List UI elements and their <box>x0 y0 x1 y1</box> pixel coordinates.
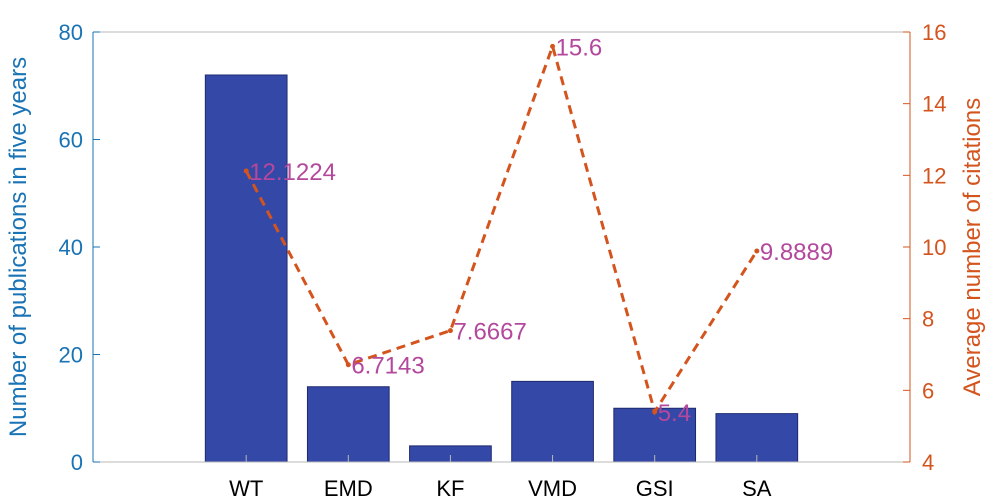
line-series: 12.1224 6.7143 7.6667 15.6 5.4 9.8889 <box>243 34 833 427</box>
bar-WT <box>204 74 288 463</box>
axis-labels: Number of publications in five years Ave… <box>5 57 986 437</box>
data-label-SA: 9.8889 <box>760 239 833 266</box>
bar-EMD <box>306 386 390 463</box>
data-label-GSI: 5.4 <box>658 400 691 427</box>
data-label-VMD: 15.6 <box>556 34 603 61</box>
data-label-WT: 12.1224 <box>249 159 336 186</box>
citation-line <box>244 41 759 416</box>
line-point-SA <box>754 248 760 254</box>
line-point-VMD <box>550 43 556 49</box>
y-right-tick-label: 4 <box>922 450 934 475</box>
y-axis-left-label: Number of publications in five years <box>5 57 32 437</box>
y-left-tick-label: 40 <box>59 235 83 260</box>
axes: 0 20 40 60 80 4 6 8 10 12 14 16 WT EMD KF VMD GSI SA <box>59 20 947 501</box>
y-left-tick-label: 0 <box>71 450 83 475</box>
y-left-tick-label: 80 <box>59 20 83 45</box>
x-tick-label-KF: KF <box>436 476 464 501</box>
bar-SA <box>715 413 799 463</box>
y-right-tick-label: 6 <box>922 378 934 403</box>
y-right-tick-label: 14 <box>922 92 946 117</box>
bar-VMD <box>511 380 594 463</box>
line-point-GSI <box>652 409 658 415</box>
line-point-KF <box>447 328 453 334</box>
x-tick-label-GSI: GSI <box>636 476 674 501</box>
x-tick-label-VMD: VMD <box>528 476 577 501</box>
y-right-tick-label: 16 <box>922 20 946 45</box>
y-right-tick-label: 8 <box>922 307 934 332</box>
bar-series <box>204 74 799 463</box>
bar-GSI <box>613 407 697 463</box>
x-tick-label-SA: SA <box>742 476 772 501</box>
line-point-EMD <box>345 362 351 368</box>
y-right-tick-label: 10 <box>922 235 946 260</box>
data-label-EMD: 6.7143 <box>351 353 424 380</box>
y-left-tick-label: 20 <box>59 343 83 368</box>
x-tick-label-WT: WT <box>229 476 263 501</box>
y-right-tick-label: 12 <box>922 163 946 188</box>
x-tick-label-EMD: EMD <box>324 476 373 501</box>
line-point-WT <box>243 168 249 174</box>
data-label-KF: 7.6667 <box>453 319 526 346</box>
y-axis-right-label: Average number of citations <box>959 98 986 396</box>
y-left-tick-label: 60 <box>59 128 83 153</box>
